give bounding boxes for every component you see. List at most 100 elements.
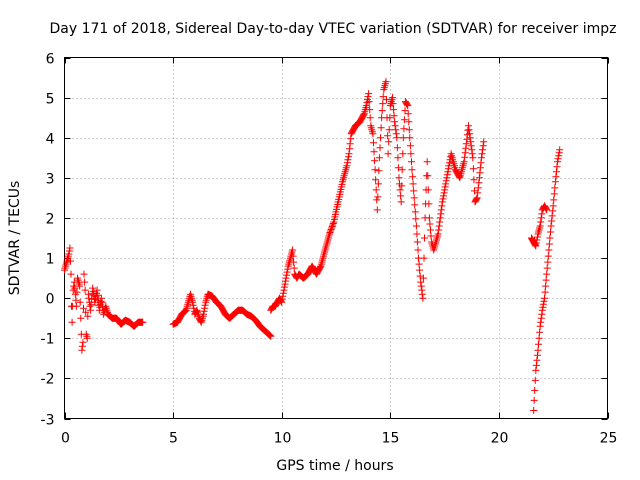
data-point — [556, 146, 564, 154]
data-point — [419, 294, 427, 302]
data-point — [379, 100, 387, 108]
x-tick-label: 5 — [169, 431, 178, 447]
data-point — [427, 232, 435, 240]
data-point — [546, 234, 554, 242]
data-point — [466, 134, 474, 142]
data-point — [80, 304, 87, 312]
data-point — [371, 157, 379, 165]
data-point — [329, 221, 337, 229]
data-point — [435, 226, 443, 234]
data-point — [437, 206, 445, 214]
data-point — [278, 295, 286, 303]
data-point — [406, 134, 414, 142]
data-point — [290, 258, 298, 266]
data-point — [289, 246, 297, 254]
data-point — [373, 206, 381, 214]
data-point — [424, 172, 432, 180]
data-point — [473, 195, 481, 203]
data-point — [532, 242, 540, 250]
data-point — [424, 186, 432, 194]
data-point — [394, 154, 402, 162]
data-point — [200, 310, 207, 318]
data-point — [394, 164, 402, 172]
data-point — [410, 194, 418, 202]
data-point — [377, 124, 385, 132]
data-point — [71, 284, 79, 292]
plot-frame — [64, 57, 608, 419]
data-point — [416, 266, 424, 274]
data-point — [538, 306, 546, 314]
data-point — [544, 258, 552, 266]
data-point — [370, 148, 378, 156]
data-point — [438, 198, 446, 206]
data-point — [404, 102, 412, 110]
data-point — [72, 302, 80, 310]
data-point — [413, 238, 421, 246]
data-point — [389, 100, 397, 108]
data-point — [460, 158, 468, 166]
data-point — [544, 252, 552, 260]
data-point — [554, 158, 561, 166]
data-point — [87, 301, 95, 309]
y-tick-label: 3 — [46, 172, 55, 188]
data-point — [476, 164, 484, 172]
data-point — [399, 150, 407, 158]
data-point — [67, 270, 75, 278]
data-point — [414, 246, 422, 254]
data-point — [543, 264, 551, 272]
data-point — [404, 110, 412, 118]
x-tick-label: 20 — [491, 431, 509, 447]
data-point — [80, 270, 88, 278]
data-point — [469, 165, 477, 173]
data-point — [405, 126, 413, 134]
data-point — [364, 93, 372, 101]
data-point — [397, 192, 405, 200]
x-tick-label: 0 — [61, 431, 70, 447]
data-point — [469, 154, 477, 162]
data-point — [84, 312, 92, 320]
data-point — [406, 142, 414, 150]
data-point — [548, 212, 556, 220]
data-point — [78, 342, 86, 350]
data-point — [534, 346, 542, 354]
data-point — [411, 201, 419, 209]
data-point — [395, 174, 403, 182]
data-point — [408, 158, 415, 166]
data-point — [81, 286, 89, 294]
data-point — [289, 252, 297, 260]
data-point — [279, 289, 287, 297]
data-point — [533, 236, 541, 244]
data-point — [536, 328, 544, 336]
data-point — [371, 166, 379, 174]
data-point — [94, 291, 102, 299]
data-point — [436, 218, 444, 226]
y-tick-label: -3 — [41, 413, 55, 429]
data-point — [76, 298, 84, 306]
y-axis-ticks: -3 -2 -1 0 1 2 3 4 5 6 — [41, 52, 608, 429]
data-point — [379, 93, 387, 101]
y-tick-label: 0 — [46, 292, 55, 308]
data-point — [441, 183, 449, 191]
data-point — [396, 186, 404, 194]
data-point — [374, 193, 382, 201]
data-point — [77, 314, 85, 322]
data-point — [542, 282, 550, 290]
data-point — [79, 338, 87, 346]
data-point — [550, 196, 558, 204]
data-point — [344, 156, 352, 164]
data-point — [366, 106, 374, 114]
y-tick-label: -2 — [41, 372, 55, 388]
data-point — [65, 250, 73, 258]
data-point — [267, 332, 275, 340]
data-point — [382, 78, 390, 86]
data-point — [420, 254, 428, 262]
data-point — [478, 154, 485, 162]
data-point — [372, 176, 380, 184]
data-point — [427, 226, 434, 234]
data-point — [375, 154, 383, 162]
data-point — [400, 125, 408, 133]
data-point — [397, 198, 405, 206]
data-point — [545, 246, 553, 254]
data-point — [479, 146, 487, 154]
data-point — [372, 186, 380, 194]
